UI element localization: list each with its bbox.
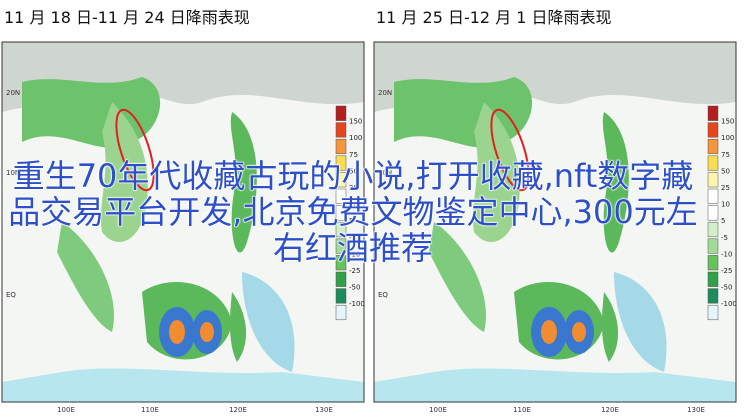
highlight-circle xyxy=(490,108,530,192)
map: 20N 10N EQ 100E 110E 120E 130E 150 100 75 50 25 10 5 -… xyxy=(1,41,365,414)
legend-swatch xyxy=(335,238,347,254)
lat-label: EQ xyxy=(378,291,388,299)
map: 20N 10N EQ 100E 110E 120E 130E 150 100 75 50 25 10 5 -… xyxy=(373,41,737,414)
legend-label: 150 xyxy=(349,118,362,126)
legend-label: 75 xyxy=(349,151,358,159)
lat-label: EQ xyxy=(6,291,16,299)
legend-label: -25 xyxy=(721,267,732,275)
lon-label: 130E xyxy=(315,406,333,414)
legend-swatch xyxy=(335,255,347,271)
lon-label: 130E xyxy=(687,406,705,414)
legend-swatch xyxy=(335,271,347,287)
legend-swatch xyxy=(335,288,347,304)
legend-swatch xyxy=(335,205,347,221)
legend-label: 25 xyxy=(721,184,730,192)
legend-swatch xyxy=(335,138,347,155)
legend-label: 5 xyxy=(349,217,353,225)
legend-swatch xyxy=(707,221,719,238)
legend-swatch xyxy=(707,205,719,221)
lon-label: 110E xyxy=(141,406,159,414)
lat-label: 10N xyxy=(6,169,20,177)
legend-label: -50 xyxy=(349,284,360,292)
legend-label: 50 xyxy=(349,167,358,175)
overlay-text: 重生70年代收藏古玩的小说,打开收藏,nft数字藏品交易平台开发,北京免费文物鉴… xyxy=(8,157,698,267)
legend-swatch xyxy=(335,172,347,188)
highlight-circle xyxy=(115,108,155,192)
legend-label: 10 xyxy=(349,201,358,209)
legend-swatch xyxy=(707,271,719,287)
legend-swatch xyxy=(707,155,719,171)
legend-label: 100 xyxy=(721,134,734,142)
legend-label: -50 xyxy=(721,284,732,292)
legend-swatch xyxy=(335,304,347,321)
lon-label: 100E xyxy=(57,406,75,414)
panel-title: 11 月 18 日-11 月 24 日降雨表现 xyxy=(4,8,250,27)
legend-label: 150 xyxy=(721,118,734,126)
legend-label: -10 xyxy=(349,250,360,258)
legend-swatch xyxy=(707,138,719,155)
legend-swatch xyxy=(707,172,719,188)
legend-swatch xyxy=(335,105,347,121)
legend-label: -5 xyxy=(721,234,728,242)
legend-swatch xyxy=(335,122,347,138)
legend-label: 25 xyxy=(349,184,358,192)
lat-label: 20N xyxy=(6,89,20,97)
legend-label: 100 xyxy=(349,134,362,142)
legend-label: 75 xyxy=(721,151,730,159)
lat-label: 10N xyxy=(378,169,392,177)
lon-label: 110E xyxy=(513,406,531,414)
legend-label: -10 xyxy=(721,250,732,258)
legend-label: -100 xyxy=(721,300,737,308)
legend-swatch xyxy=(707,238,719,254)
legend-label: 10 xyxy=(721,201,730,209)
legend-swatch xyxy=(707,122,719,138)
legend-label: -100 xyxy=(349,300,365,308)
lon-label: 100E xyxy=(429,406,447,414)
map-frame xyxy=(1,41,365,403)
legend-swatch xyxy=(707,288,719,304)
legend-label: -5 xyxy=(349,234,356,242)
legend-label: 5 xyxy=(721,217,725,225)
panel-title: 11 月 25 日-12 月 1 日降雨表现 xyxy=(376,8,612,27)
lat-label: 20N xyxy=(378,89,392,97)
legend-swatch xyxy=(335,221,347,238)
legend-swatch xyxy=(335,188,347,204)
map-frame xyxy=(373,41,737,403)
legend-swatch xyxy=(707,304,719,321)
legend-swatch xyxy=(707,255,719,271)
legend-label: -25 xyxy=(349,267,360,275)
legend-swatch xyxy=(707,188,719,204)
legend-swatch xyxy=(335,155,347,171)
lon-label: 120E xyxy=(601,406,619,414)
legend-swatch xyxy=(707,105,719,121)
legend-label: 50 xyxy=(721,167,730,175)
lon-label: 120E xyxy=(229,406,247,414)
